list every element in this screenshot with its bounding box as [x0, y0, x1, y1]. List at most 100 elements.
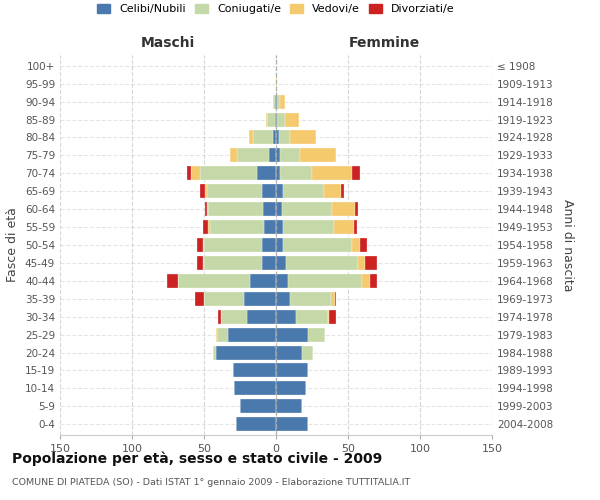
- Bar: [286, 256, 358, 270]
- Bar: [276, 112, 277, 126]
- Bar: [191, 166, 200, 180]
- Bar: [284, 112, 299, 126]
- Bar: [262, 184, 276, 198]
- Bar: [204, 256, 262, 270]
- Bar: [355, 202, 358, 216]
- Bar: [234, 382, 276, 396]
- Text: Maschi: Maschi: [141, 36, 195, 50]
- Bar: [207, 184, 262, 198]
- Bar: [276, 238, 283, 252]
- Bar: [275, 112, 276, 126]
- Bar: [287, 274, 362, 288]
- Bar: [359, 238, 367, 252]
- Bar: [205, 184, 207, 198]
- Bar: [323, 184, 341, 198]
- Y-axis label: Anni di nascita: Anni di nascita: [562, 198, 574, 291]
- Bar: [276, 292, 290, 306]
- Bar: [229, 328, 276, 342]
- Bar: [280, 148, 301, 162]
- Bar: [257, 166, 276, 180]
- Bar: [197, 238, 203, 252]
- Bar: [276, 274, 287, 288]
- Bar: [266, 112, 268, 126]
- Bar: [233, 364, 276, 378]
- Bar: [283, 184, 323, 198]
- Bar: [253, 130, 273, 144]
- Bar: [276, 364, 308, 378]
- Bar: [365, 256, 377, 270]
- Bar: [197, 256, 203, 270]
- Bar: [217, 328, 229, 342]
- Bar: [276, 220, 283, 234]
- Bar: [276, 328, 308, 342]
- Bar: [276, 382, 306, 396]
- Text: Femmine: Femmine: [349, 36, 419, 50]
- Bar: [276, 346, 302, 360]
- Bar: [230, 148, 237, 162]
- Bar: [276, 310, 296, 324]
- Text: Popolazione per età, sesso e stato civile - 2009: Popolazione per età, sesso e stato civil…: [12, 451, 382, 466]
- Bar: [203, 220, 208, 234]
- Bar: [276, 418, 308, 431]
- Bar: [328, 310, 329, 324]
- Bar: [210, 220, 265, 234]
- Bar: [362, 274, 370, 288]
- Bar: [204, 292, 244, 306]
- Bar: [370, 274, 377, 288]
- Bar: [276, 256, 286, 270]
- Bar: [200, 166, 257, 180]
- Bar: [282, 202, 332, 216]
- Bar: [207, 202, 208, 216]
- Bar: [283, 220, 334, 234]
- Bar: [279, 130, 290, 144]
- Bar: [221, 310, 247, 324]
- Bar: [276, 94, 277, 108]
- Bar: [334, 220, 354, 234]
- Text: COMUNE DI PIATEDA (SO) - Dati ISTAT 1° gennaio 2009 - Elaborazione TUTTITALIA.IT: COMUNE DI PIATEDA (SO) - Dati ISTAT 1° g…: [12, 478, 410, 487]
- Bar: [247, 310, 276, 324]
- Bar: [308, 328, 325, 342]
- Bar: [352, 166, 359, 180]
- Bar: [196, 292, 204, 306]
- Bar: [265, 220, 276, 234]
- Bar: [178, 274, 250, 288]
- Bar: [276, 400, 302, 413]
- Bar: [296, 310, 328, 324]
- Bar: [203, 238, 204, 252]
- Bar: [237, 148, 269, 162]
- Bar: [244, 292, 276, 306]
- Bar: [277, 112, 284, 126]
- Bar: [250, 274, 276, 288]
- Bar: [263, 202, 276, 216]
- Bar: [208, 202, 263, 216]
- Bar: [290, 292, 331, 306]
- Bar: [276, 202, 282, 216]
- Bar: [268, 112, 275, 126]
- Bar: [290, 130, 316, 144]
- Bar: [280, 94, 284, 108]
- Bar: [273, 130, 276, 144]
- Bar: [236, 418, 276, 431]
- Bar: [205, 202, 207, 216]
- Bar: [277, 94, 280, 108]
- Bar: [218, 310, 221, 324]
- Bar: [215, 346, 276, 360]
- Bar: [352, 238, 359, 252]
- Bar: [312, 166, 352, 180]
- Legend: Celibi/Nubili, Coniugati/e, Vedovi/e, Divorziati/e: Celibi/Nubili, Coniugati/e, Vedovi/e, Di…: [95, 2, 457, 16]
- Bar: [269, 148, 276, 162]
- Bar: [200, 184, 205, 198]
- Bar: [276, 130, 279, 144]
- Bar: [341, 184, 344, 198]
- Bar: [329, 310, 337, 324]
- Bar: [354, 220, 356, 234]
- Bar: [240, 400, 276, 413]
- Bar: [248, 130, 253, 144]
- Bar: [276, 148, 280, 162]
- Bar: [276, 76, 277, 90]
- Bar: [276, 184, 283, 198]
- Bar: [283, 238, 352, 252]
- Bar: [280, 166, 312, 180]
- Bar: [203, 256, 204, 270]
- Bar: [302, 346, 313, 360]
